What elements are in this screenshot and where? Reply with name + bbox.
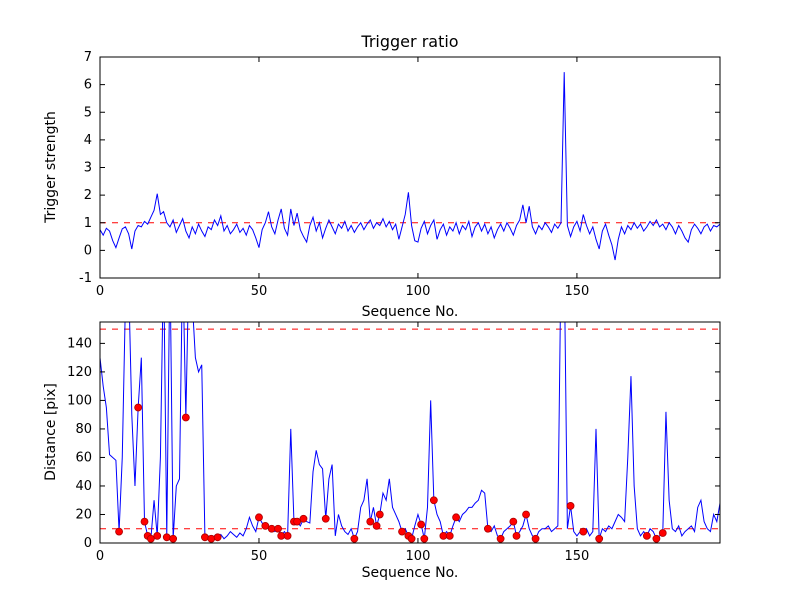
scatter-point	[375, 510, 384, 519]
y-tick-label: 60	[75, 450, 92, 465]
scatter-point	[452, 513, 461, 522]
x-tick-label: 50	[251, 549, 268, 564]
x-tick-label: 100	[406, 284, 431, 299]
scatter-point	[417, 520, 426, 529]
scatter-point	[140, 517, 149, 526]
y-tick-label: 5	[84, 105, 92, 120]
scatter-point	[512, 531, 521, 540]
scatter-point	[207, 534, 216, 543]
axes-frame	[99, 56, 721, 279]
y-tick-label: 100	[67, 393, 92, 408]
x-tick-label: 100	[406, 549, 431, 564]
scatter-point	[255, 513, 263, 522]
scatter-point	[162, 533, 171, 542]
axes-frame	[99, 321, 721, 544]
scatter-point	[350, 534, 359, 543]
scatter-point	[579, 527, 588, 536]
scatter-point	[420, 534, 429, 543]
y-tick-label: 4	[84, 133, 92, 148]
scatter-point	[293, 517, 302, 526]
y-tick-label: 1	[84, 216, 92, 231]
scatter-point	[201, 533, 209, 542]
y-tick-label: 6	[84, 78, 92, 93]
y-tick-label: 7	[84, 50, 92, 65]
scatter-point	[372, 521, 381, 530]
subplot-2: 0 50 100 150 0 20 40 60 80 100 120 140	[67, 321, 721, 564]
scatter-point	[658, 529, 667, 537]
x-tick-label: 0	[96, 549, 104, 564]
scatter-point	[496, 534, 505, 543]
scatter-point	[134, 403, 143, 412]
scatter-point	[483, 524, 492, 533]
scatter-point	[213, 533, 222, 542]
y-tick-label: 2	[84, 188, 92, 203]
series-trigger-strength	[100, 72, 720, 261]
scatter-point	[445, 531, 454, 540]
subplot-1: 0 50 100 150 -1 0 1 2 3 4 5 6 7	[79, 50, 721, 299]
scatter-point	[398, 527, 406, 536]
scatter-point	[169, 534, 178, 543]
scatter-point	[429, 496, 438, 505]
scatter-point	[283, 531, 292, 540]
y-tick-label: 120	[67, 365, 92, 380]
scatter-point	[277, 531, 286, 540]
y-tick-label: 3	[84, 161, 92, 176]
scatter-point	[115, 527, 123, 536]
chart-title: Trigger ratio	[360, 32, 458, 51]
series-distance	[100, 322, 720, 541]
y-tick-label: 0	[84, 536, 92, 551]
scatter-point	[439, 531, 448, 540]
scatter-point	[566, 502, 575, 510]
scatter-point	[146, 534, 155, 543]
scatter-point	[321, 514, 330, 523]
scatter-point	[181, 413, 190, 422]
scatter-point	[595, 534, 604, 543]
x-tick-label: 0	[96, 284, 104, 299]
y-tick-label: 140	[67, 336, 92, 351]
scatter-point	[274, 524, 282, 533]
y-tick-label: 80	[75, 422, 92, 437]
x-tick-label: 150	[565, 549, 590, 564]
top-y-axis-label: Trigger strength	[43, 111, 59, 224]
scatter-point	[267, 524, 276, 533]
scatter-point	[642, 531, 651, 540]
y-tick-label: 0	[84, 243, 92, 258]
top-x-axis-label: Sequence No.	[362, 304, 459, 320]
y-tick-label: -1	[79, 271, 92, 286]
scatter-point	[531, 534, 540, 543]
x-tick-label: 50	[251, 284, 268, 299]
scatter-point	[299, 514, 308, 523]
bottom-y-axis-label: Distance [pix]	[43, 383, 59, 481]
x-tick-label: 150	[565, 284, 590, 299]
scatter-point	[366, 517, 375, 526]
scatter-point	[153, 531, 162, 540]
scatter-point	[509, 517, 518, 526]
scatter-point	[407, 534, 416, 543]
y-tick-label: 40	[75, 479, 92, 494]
y-tick-label: 20	[75, 507, 92, 522]
scatter-point	[261, 521, 270, 530]
scatter-point	[652, 534, 661, 543]
scatter-point	[522, 510, 530, 519]
bottom-x-axis-label: Sequence No.	[362, 565, 459, 581]
